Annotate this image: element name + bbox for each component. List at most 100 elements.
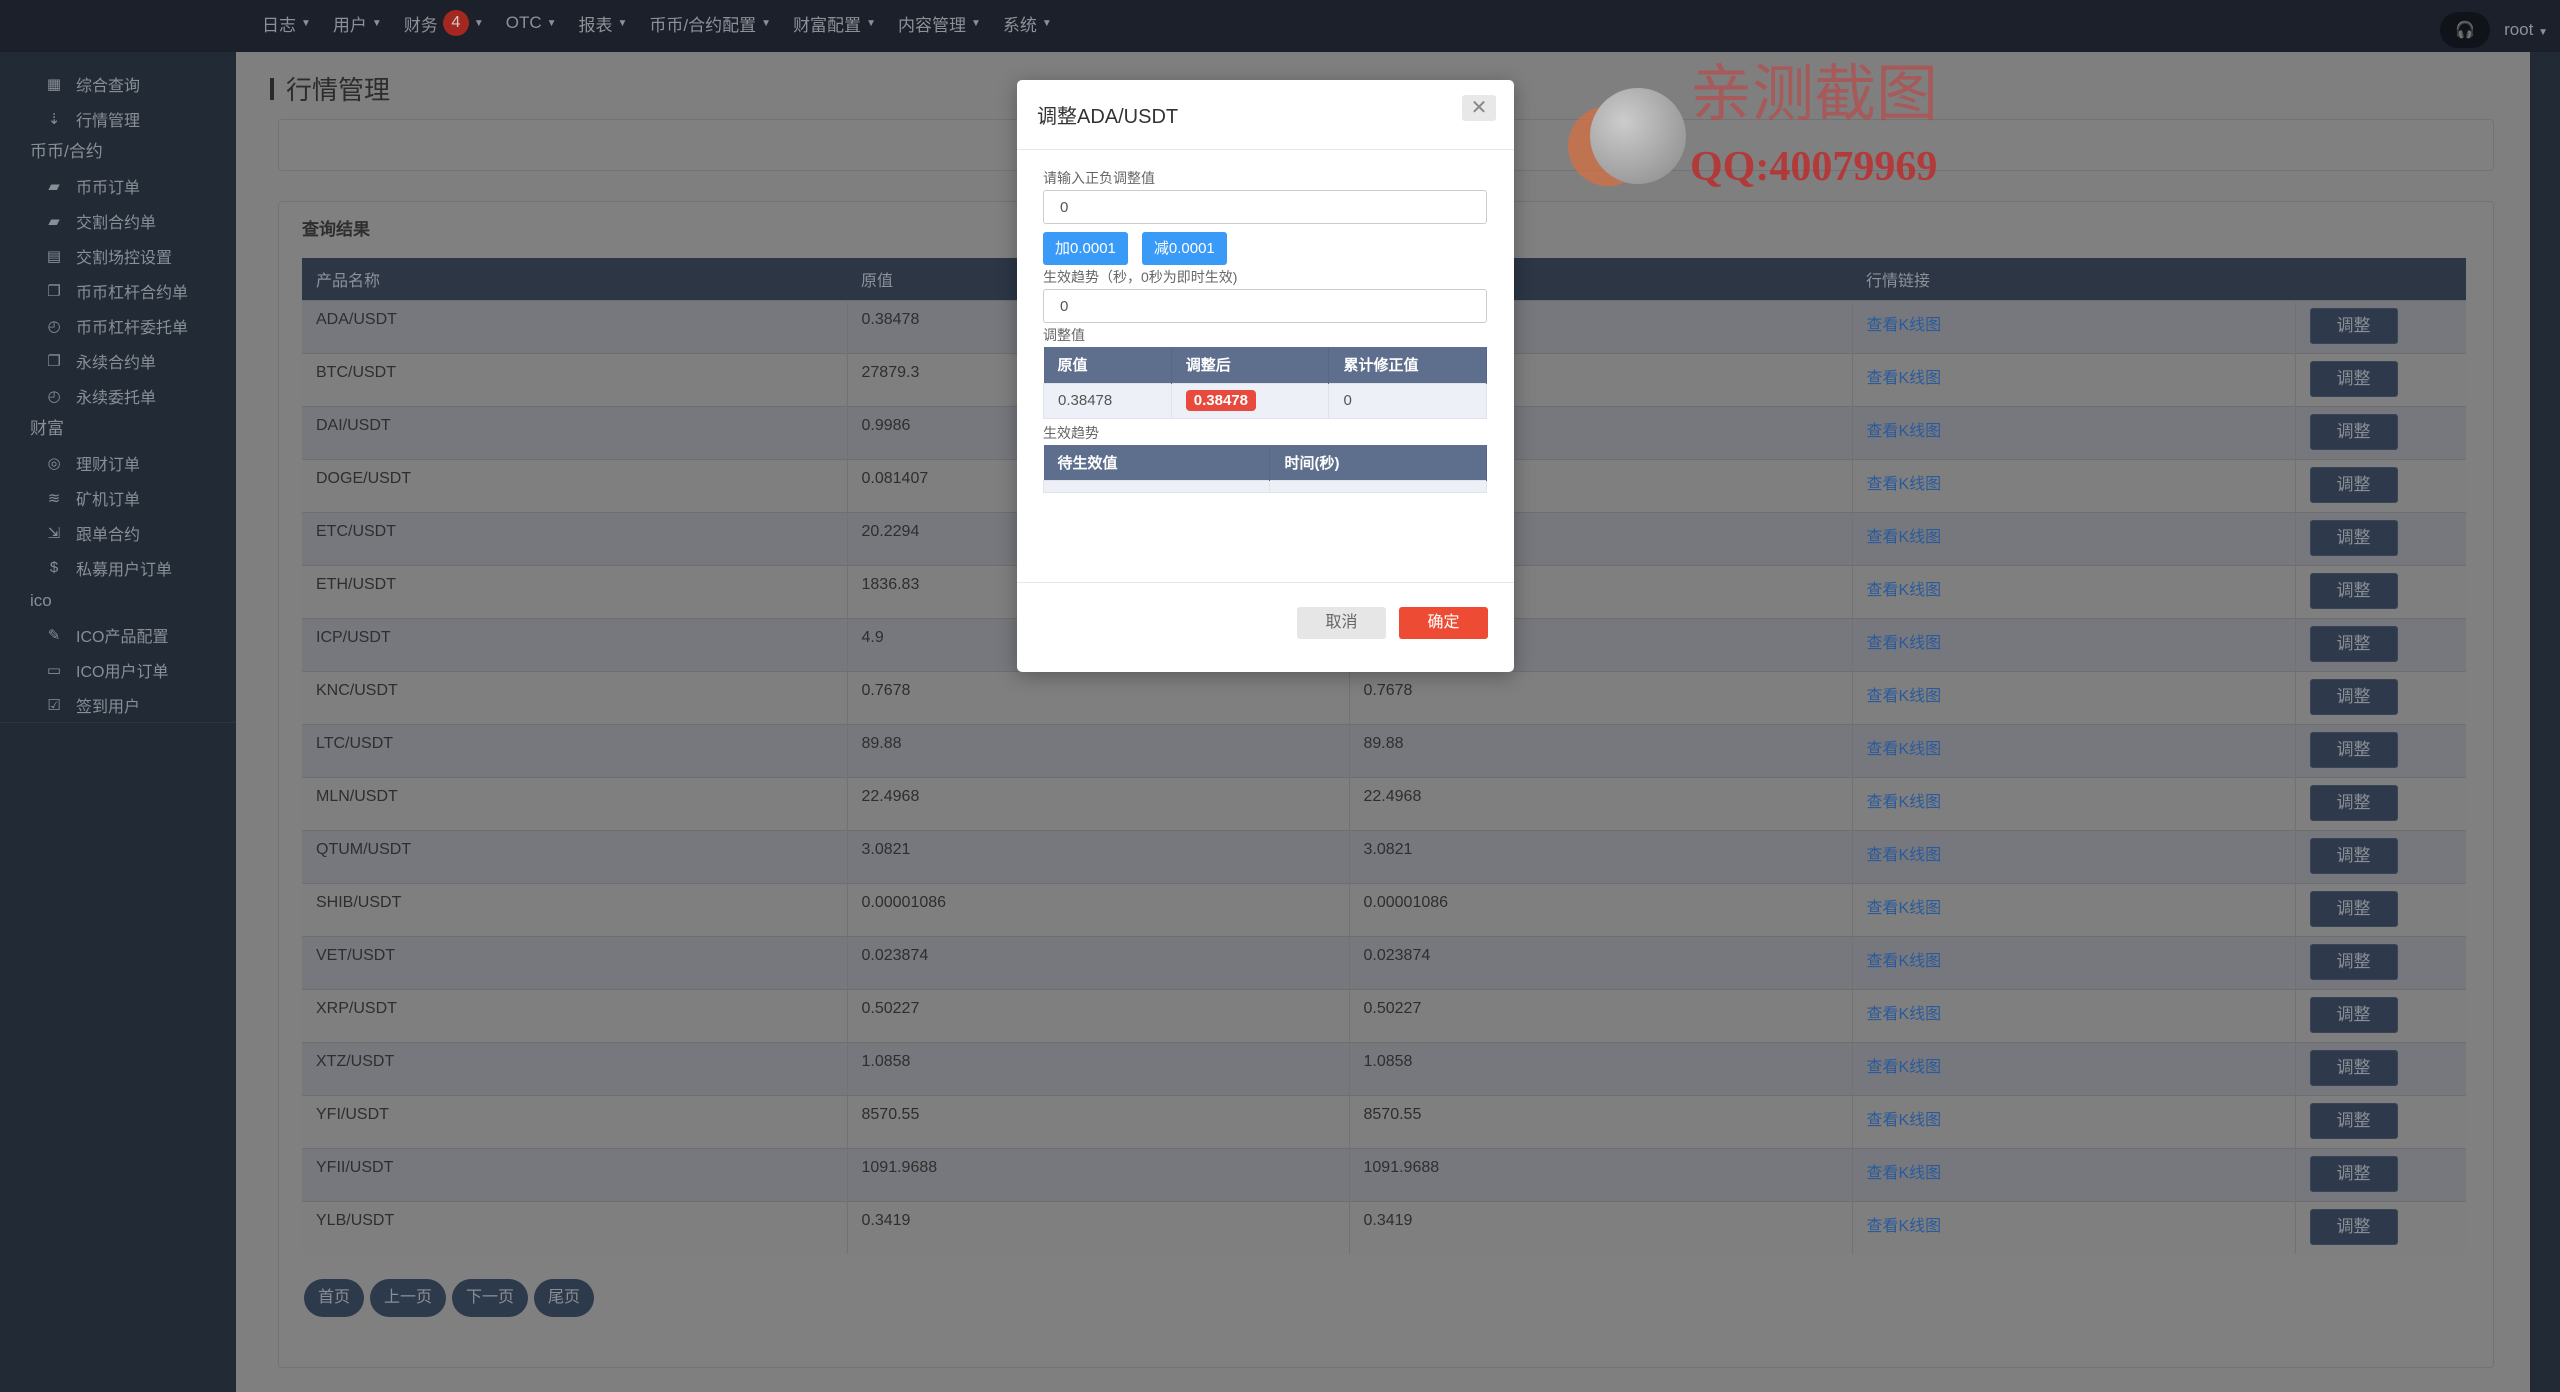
sidebar-item[interactable]: ◎ 理财订单 — [0, 445, 236, 480]
kline-link[interactable]: 查看K线图 — [1866, 581, 1942, 599]
kline-link[interactable]: 查看K线图 — [1866, 1058, 1942, 1076]
nav-item[interactable]: 内容管理 ▼ — [898, 11, 981, 36]
nav-item[interactable]: OTC ▼ — [506, 13, 557, 33]
kline-link[interactable]: 查看K线图 — [1866, 316, 1942, 334]
adjust-button[interactable]: 调整 — [2309, 1208, 2398, 1245]
nav-item[interactable]: 用户 ▼ — [333, 11, 382, 36]
values-table: 原值 调整后 累计修正值 0.38478 0.38478 0 — [1043, 347, 1487, 419]
kline-link[interactable]: 查看K线图 — [1866, 793, 1942, 811]
kline-link[interactable]: 查看K线图 — [1866, 1164, 1942, 1182]
caret-down-icon: ▼ — [473, 17, 484, 29]
kline-link[interactable]: 查看K线图 — [1866, 1111, 1942, 1129]
caret-down-icon: ▼ — [2538, 27, 2548, 38]
nav-item-label: 币币/合约配置 — [649, 15, 757, 35]
kline-link[interactable]: 查看K线图 — [1866, 1005, 1942, 1023]
adjust-button[interactable]: 调整 — [2309, 890, 2398, 927]
pager-button[interactable]: 尾页 — [534, 1279, 595, 1317]
sidebar-item[interactable]: ▰ 币币订单 — [0, 168, 236, 203]
table-row: YFI/USDT 8570.55 8570.55 查看K线图 调整 — [302, 1094, 2466, 1148]
original-value: 0.00001086 — [847, 882, 1350, 936]
kline-link[interactable]: 查看K线图 — [1866, 369, 1942, 387]
close-icon[interactable]: ✕ — [1462, 95, 1496, 121]
pager-button[interactable]: 上一页 — [370, 1279, 447, 1317]
original-value: 1.0858 — [847, 1041, 1350, 1095]
sidebar-item[interactable]: ≋ 矿机订单 — [0, 480, 236, 515]
confirm-button[interactable]: 确定 — [1399, 607, 1488, 639]
original-value: 22.4968 — [847, 776, 1350, 830]
sidebar-item[interactable]: ▰ 交割合约单 — [0, 203, 236, 238]
kline-link[interactable]: 查看K线图 — [1866, 952, 1942, 970]
kline-link[interactable]: 查看K线图 — [1866, 846, 1942, 864]
sidebar-item[interactable]: ⇲ 跟单合约 — [0, 515, 236, 550]
kline-link[interactable]: 查看K线图 — [1866, 422, 1942, 440]
nav-item-label: 系统 — [1002, 15, 1037, 35]
sidebar-item[interactable]: ❐ 币币杠杆合约单 — [0, 273, 236, 308]
nav-item[interactable]: 报表 ▼ — [579, 11, 628, 36]
cancel-button[interactable]: 取消 — [1297, 607, 1386, 639]
adjust-button[interactable]: 调整 — [2309, 360, 2398, 397]
adjust-button[interactable]: 调整 — [2309, 1155, 2398, 1192]
bookmark-icon: ▰ — [48, 212, 60, 230]
nav-item[interactable]: 财务 4 ▼ — [404, 10, 484, 36]
adjust-button[interactable]: 调整 — [2309, 996, 2398, 1033]
caret-down-icon: ▼ — [617, 17, 628, 29]
table-row: XTZ/USDT 1.0858 1.0858 查看K线图 调整 — [302, 1041, 2466, 1095]
kline-link[interactable]: 查看K线图 — [1866, 528, 1942, 546]
caret-down-icon: ▼ — [761, 17, 772, 29]
plus-button[interactable]: 加0.0001 — [1043, 232, 1128, 265]
sidebar-item[interactable]: ▤ 交割场控设置 — [0, 238, 236, 273]
original-value: 0.50227 — [847, 988, 1350, 1042]
adjust-button[interactable]: 调整 — [2309, 678, 2398, 715]
adjust-button[interactable]: 调整 — [2309, 413, 2398, 450]
adjust-button[interactable]: 调整 — [2309, 731, 2398, 768]
adjust-button[interactable]: 调整 — [2309, 943, 2398, 980]
nav-item[interactable]: 日志 ▼ — [262, 11, 311, 36]
sidebar-item[interactable]: ▭ ICO用户订单 — [0, 652, 236, 687]
kline-link[interactable]: 查看K线图 — [1866, 687, 1942, 705]
sidebar-item[interactable]: ☑ 签到用户 — [0, 687, 236, 722]
adjust-button[interactable]: 调整 — [2309, 307, 2398, 344]
headset-icon[interactable]: 🎧 — [2440, 12, 2491, 48]
adjust-button[interactable]: 调整 — [2309, 466, 2398, 503]
original-value: 0.7678 — [847, 670, 1350, 724]
original-value: 0.3419 — [847, 1200, 1350, 1254]
sidebar-item[interactable]: ✎ ICO产品配置 — [0, 617, 236, 652]
adjust-button[interactable]: 调整 — [2309, 625, 2398, 662]
sidebar-item-label: 币币订单 — [76, 179, 141, 197]
adjust-button[interactable]: 调整 — [2309, 519, 2398, 556]
adjust-button[interactable]: 调整 — [2309, 572, 2398, 609]
adjust-button[interactable]: 调整 — [2309, 1102, 2398, 1139]
sidebar-item[interactable]: ◴ 永续委托单 — [0, 378, 236, 413]
sidebar-item[interactable]: ⇣ 行情管理 — [0, 101, 236, 136]
kline-link[interactable]: 查看K线图 — [1866, 740, 1942, 758]
user-menu[interactable]: root ▼ — [2504, 20, 2548, 40]
trend-seconds-input[interactable] — [1043, 289, 1487, 323]
product-name: KNC/USDT — [302, 670, 848, 724]
kline-link[interactable]: 查看K线图 — [1866, 899, 1942, 917]
nav-item[interactable]: 币币/合约配置 ▼ — [649, 11, 771, 36]
pager-button[interactable]: 下一页 — [452, 1279, 529, 1317]
caret-down-icon: ▼ — [301, 17, 311, 29]
adjust-value-input[interactable] — [1043, 190, 1487, 224]
adjust-button[interactable]: 调整 — [2309, 837, 2398, 874]
sidebar-item[interactable]: ▦ 综合查询 — [0, 66, 236, 101]
scrollbar[interactable] — [2530, 52, 2560, 1392]
sidebar-item[interactable]: ◴ 币币杠杆委托单 — [0, 308, 236, 343]
adjust-button[interactable]: 调整 — [2309, 1049, 2398, 1086]
kline-link[interactable]: 查看K线图 — [1866, 475, 1942, 493]
table-row: YLB/USDT 0.3419 0.3419 查看K线图 调整 — [302, 1200, 2466, 1254]
pager-button[interactable]: 首页 — [304, 1279, 365, 1317]
nav-item[interactable]: 系统 ▼ — [1003, 11, 1052, 36]
adjust-button[interactable]: 调整 — [2309, 784, 2398, 821]
sidebar-item[interactable]: ❐ 永续合约单 — [0, 343, 236, 378]
sidebar-divider — [0, 722, 236, 723]
nav-item[interactable]: 财富配置 ▼ — [793, 11, 876, 36]
sidebar-item[interactable]: $ 私募用户订单 — [0, 550, 236, 585]
kline-link[interactable]: 查看K线图 — [1866, 634, 1942, 652]
minus-button[interactable]: 减0.0001 — [1141, 232, 1227, 265]
adjusted-value: 0.7678 — [1349, 670, 1853, 724]
coins-icon: ◎ — [47, 454, 61, 472]
product-name: DOGE/USDT — [302, 458, 848, 512]
sidebar-item-label: 交割场控设置 — [76, 249, 173, 267]
kline-link[interactable]: 查看K线图 — [1866, 1217, 1942, 1235]
